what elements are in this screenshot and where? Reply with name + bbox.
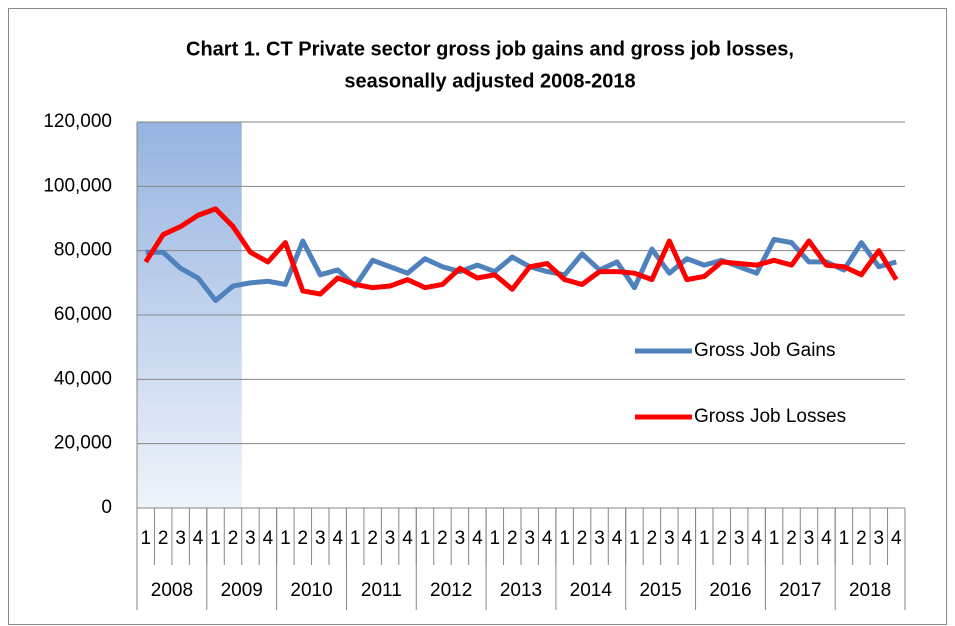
x-tick-label: 3 <box>804 528 815 549</box>
x-tick-label: 4 <box>193 528 204 549</box>
y-tick-label: 20,000 <box>54 433 112 454</box>
x-tick-label: 1 <box>769 528 780 549</box>
x-group-label: 2012 <box>430 580 472 601</box>
x-group-label: 2013 <box>500 580 542 601</box>
legend-label: Gross Job Losses <box>694 406 846 427</box>
x-tick-label: 3 <box>664 528 675 549</box>
x-tick-label: 4 <box>751 528 762 549</box>
x-tick-label: 4 <box>821 528 832 549</box>
x-tick-label: 4 <box>332 528 343 549</box>
x-tick-label: 1 <box>490 528 501 549</box>
x-group-label: 2018 <box>849 580 891 601</box>
x-tick-label: 1 <box>559 528 570 549</box>
x-tick-label: 3 <box>455 528 466 549</box>
x-tick-label: 1 <box>280 528 291 549</box>
x-tick-label: 1 <box>350 528 361 549</box>
x-group-label: 2011 <box>361 580 402 601</box>
x-tick-label: 3 <box>315 528 326 549</box>
y-tick-label: 0 <box>101 497 112 518</box>
y-tick-label: 80,000 <box>54 240 112 261</box>
series-line <box>145 236 897 304</box>
x-group-label: 2010 <box>290 580 332 601</box>
x-group-label: 2008 <box>151 580 193 601</box>
x-tick-label: 2 <box>437 528 448 549</box>
x-tick-label: 2 <box>786 528 797 549</box>
x-tick-label: 2 <box>158 528 169 549</box>
chart-subtitle: seasonally adjusted 2008-2018 <box>344 70 635 92</box>
x-tick-label: 4 <box>612 528 623 549</box>
x-group-label: 2016 <box>709 580 751 601</box>
y-tick-label: 100,000 <box>43 175 112 196</box>
x-tick-label: 1 <box>210 528 221 549</box>
x-tick-label: 4 <box>891 528 902 549</box>
x-tick-label: 3 <box>594 528 605 549</box>
x-group-label: 2009 <box>221 580 263 601</box>
x-tick-label: 2 <box>647 528 658 549</box>
x-tick-label: 3 <box>175 528 186 549</box>
x-group-label: 2015 <box>639 580 681 601</box>
x-tick-label: 4 <box>542 528 553 549</box>
series-line <box>143 206 899 297</box>
x-tick-label: 1 <box>140 528 151 549</box>
x-tick-label: 3 <box>245 528 256 549</box>
x-tick-label: 2 <box>856 528 867 549</box>
y-tick-label: 60,000 <box>54 304 112 325</box>
x-tick-label: 1 <box>420 528 431 549</box>
x-tick-label: 1 <box>629 528 640 549</box>
x-tick-label: 1 <box>839 528 850 549</box>
x-tick-label: 2 <box>577 528 588 549</box>
x-tick-label: 4 <box>682 528 693 549</box>
x-group-label: 2014 <box>570 580 613 601</box>
x-tick-label: 2 <box>228 528 239 549</box>
x-tick-label: 1 <box>699 528 710 549</box>
x-tick-label: 3 <box>734 528 745 549</box>
x-tick-label: 4 <box>402 528 413 549</box>
x-group-label: 2017 <box>779 580 821 601</box>
x-tick-label: 2 <box>298 528 309 549</box>
y-tick-label: 40,000 <box>54 368 112 389</box>
x-tick-label: 4 <box>263 528 274 549</box>
x-tick-label: 3 <box>874 528 885 549</box>
chart-title: Chart 1. CT Private sector gross job gai… <box>186 38 794 60</box>
x-tick-label: 3 <box>385 528 396 549</box>
x-tick-label: 3 <box>524 528 535 549</box>
x-tick-label: 4 <box>472 528 483 549</box>
legend-label: Gross Job Gains <box>694 340 836 361</box>
x-tick-label: 2 <box>716 528 727 549</box>
x-tick-label: 2 <box>367 528 378 549</box>
x-tick-label: 2 <box>507 528 518 549</box>
y-tick-label: 120,000 <box>43 111 112 132</box>
